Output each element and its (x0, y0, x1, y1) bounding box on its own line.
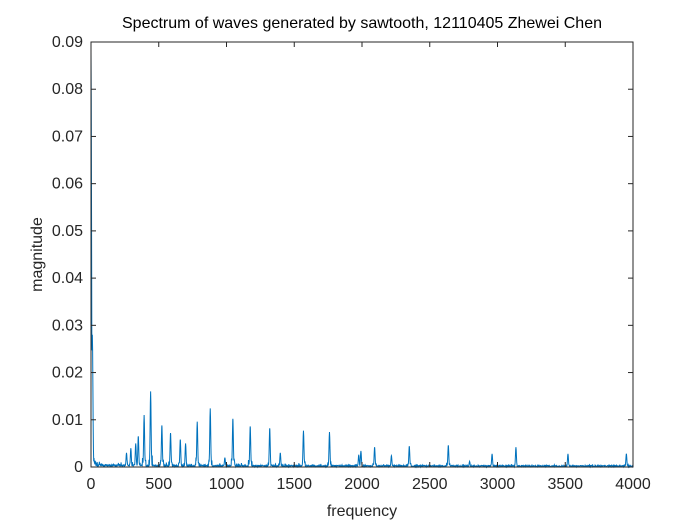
x-axis-title: frequency (327, 503, 397, 520)
y-tick-label: 0.03 (52, 317, 83, 334)
x-tick-label: 3000 (480, 476, 516, 493)
plot-area (91, 42, 633, 467)
y-tick-label: 0.06 (52, 176, 83, 193)
x-tick-label: 2000 (344, 476, 380, 493)
x-tick-label: 1500 (276, 476, 312, 493)
x-tick-label: 4000 (615, 476, 651, 493)
y-tick-label: 0.02 (52, 365, 83, 382)
y-tick-label: 0.07 (52, 128, 83, 145)
y-tick-label: 0.04 (52, 270, 83, 287)
series-line (90, 51, 634, 469)
y-tick-label: 0.01 (52, 412, 83, 429)
y-tick-label: 0.05 (52, 223, 83, 240)
y-tick-label: 0 (74, 459, 83, 476)
chart-title: Spectrum of waves generated by sawtooth,… (122, 15, 602, 32)
y-tick-label: 0.08 (52, 81, 83, 98)
x-tick-label: 1000 (209, 476, 245, 493)
y-axis-title: magnitude (29, 217, 46, 292)
y-tick-label: 0.09 (52, 34, 83, 51)
x-tick-label: 500 (145, 476, 172, 493)
x-tick-label: 0 (87, 476, 96, 493)
axis-ticks: 0 500 1000 1500 2000 2500 3000 3500 4000 0 0.01 0.0… (52, 34, 651, 493)
spectrum-line (90, 51, 634, 469)
x-tick-label: 3500 (547, 476, 583, 493)
plot-frame (90, 41, 634, 468)
x-tick-label: 2500 (412, 476, 448, 493)
